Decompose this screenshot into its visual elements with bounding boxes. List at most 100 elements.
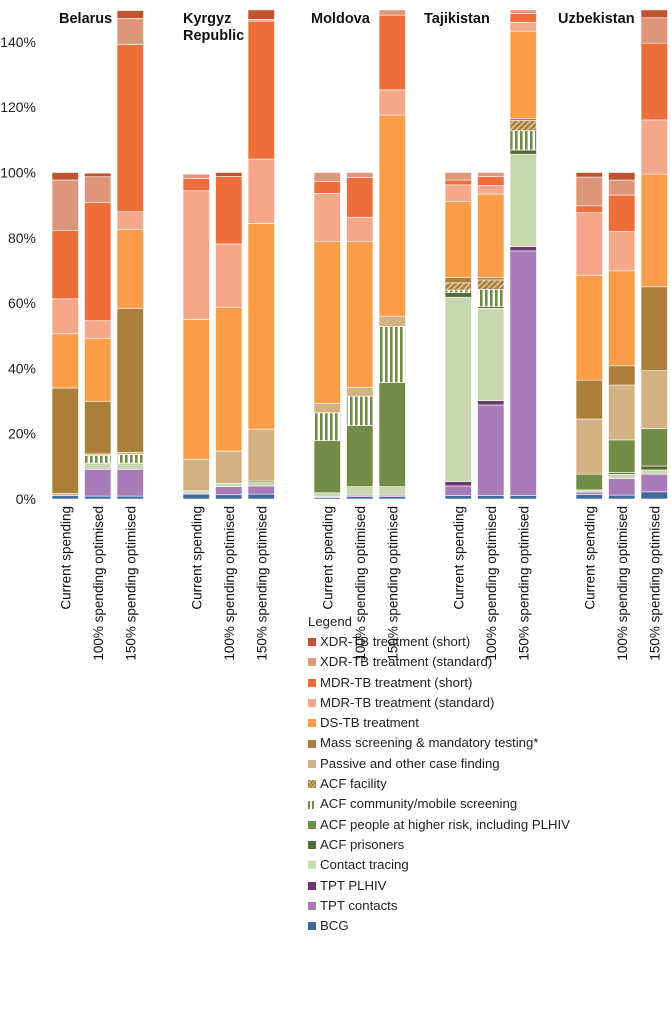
x-tick-label: Current spending [320,506,335,610]
bar-segment [313,241,341,404]
legend-swatch [308,922,316,931]
legend-swatch [308,739,316,748]
bar-segment [477,185,505,195]
y-tick-label: 40% [8,360,36,376]
x-tick-label: 150% spending optimised [516,506,531,661]
bar-segment [444,282,472,291]
x-tick-label: Current spending [582,506,597,610]
legend-item: ACF prisoners [308,835,570,855]
bar-segment [608,478,636,496]
bar-segment [509,118,537,121]
legend-swatch [308,699,316,708]
bar-segment [116,229,144,309]
y-tick-label: 80% [8,230,36,246]
y-axis-ticks: 0% 20% 40% 60% 80% 100% 120% 140% [0,34,36,507]
legend-swatch [308,658,316,667]
legend-item: BCG [308,916,570,936]
bar-segment [608,179,636,196]
bar-segment [378,496,406,500]
x-tick-label: 100% spending optimised [484,506,499,661]
bar-segment [215,486,243,496]
bar-segment [313,181,341,194]
bar-segment [608,365,636,386]
legend-item: ACF community/mobile screening [308,794,570,814]
legend-swatch [308,800,316,809]
bar-segment [84,468,112,497]
bar-segment [640,491,668,500]
country-label: Tajikistan [424,11,490,27]
bar-segment [509,246,537,252]
legend-swatch [308,780,316,789]
bar-segment [640,42,668,121]
bar-segment [116,462,144,470]
bar-segment [346,486,374,496]
bar-segment [509,130,537,151]
y-tick-label: 0% [16,491,36,507]
bar-segment [182,493,210,500]
bar-segment [51,298,79,335]
bar-segment [247,485,275,495]
bar-segment [378,326,406,383]
bar-segment [575,172,603,178]
bar-segment [444,292,472,298]
legend-item: MDR-TB treatment (standard) [308,693,570,713]
bar-segment [84,320,112,339]
legend-label: MDR-TB treatment (short) [320,674,473,690]
bar-segment [313,193,341,243]
bar-segment [116,495,144,500]
country-label: Uzbekistan [558,11,635,27]
legend-item: Mass screening & mandatory testing* [308,733,570,753]
bar-segment [84,401,112,455]
y-tick-label: 120% [0,99,36,115]
bar-segment [509,120,537,132]
bar-segment [477,277,505,281]
y-tick-label: 60% [8,295,36,311]
bar-segment [182,490,210,494]
bar-segment [51,493,79,497]
bar-segment [575,494,603,500]
bar-segment [608,270,636,367]
bar-segment [509,495,537,500]
bar-segment [608,231,636,272]
bar-segment [477,289,505,307]
bar-segment [182,178,210,192]
bar-segment [608,473,636,479]
bar-segment [51,230,79,300]
bar-segment [84,462,112,470]
legend-swatch [308,719,316,728]
bar-segment [640,473,668,493]
bar-segment [640,17,668,44]
legend-label: DS-TB treatment [320,715,419,731]
country-labels: Belarus Kyrgyz Republic Moldova Tajikistan Uz… [59,11,635,44]
bar-segment [509,153,537,247]
bar-segment [640,465,668,471]
legend-swatch [308,861,316,870]
bar-segment [51,179,79,231]
bar-segment [640,370,668,429]
bar-segment [116,18,144,45]
bar-segment [378,114,406,317]
bar-segment [575,379,603,420]
country-label: Kyrgyz Republic [183,11,244,44]
country-label: Moldova [311,11,371,27]
legend-label: ACF community/mobile screening [320,796,518,812]
bar-segment [51,172,79,181]
legend-item: XDR-TB treatment (short) [308,632,570,652]
bar-segment [116,10,144,19]
bar-segment [247,428,275,482]
bar-segment [477,193,505,278]
bar-segment [640,119,668,175]
bar-segment [477,176,505,186]
bar-segment [182,458,210,492]
x-tick-label: Current spending [58,506,73,610]
x-tick-label: 150% spending optimised [254,506,269,661]
legend-label: XDR-TB treatment (short) [320,634,471,649]
bar-segment [444,277,472,284]
bar-segment [215,494,243,500]
bar-segment [378,315,406,327]
bar-segment [378,9,406,16]
legend-label: TPT PLHIV [320,877,387,893]
bar-segment [84,455,112,464]
bar-segment [378,486,406,496]
legend-swatch [308,638,316,647]
